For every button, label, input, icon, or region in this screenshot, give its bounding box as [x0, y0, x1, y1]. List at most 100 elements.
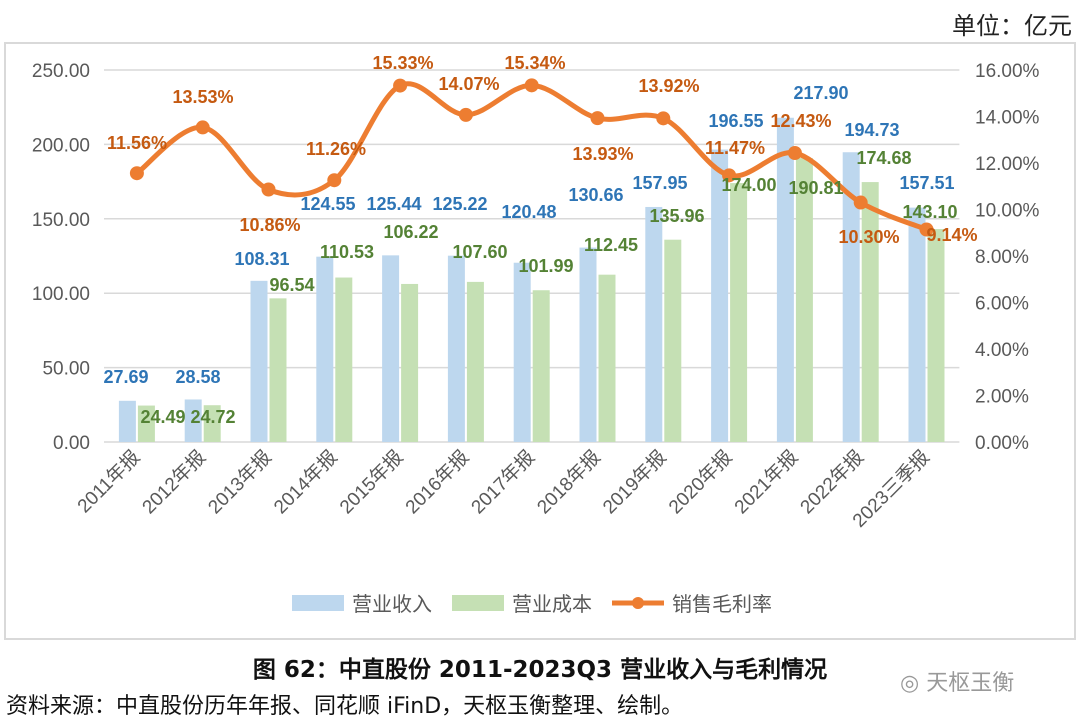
- revenue-data-label: 108.31: [234, 249, 289, 269]
- cost-data-label: 107.60: [452, 242, 507, 262]
- category-label: 2018年报: [533, 446, 605, 518]
- legend-swatch-cost: [452, 595, 504, 611]
- bar-cost: [401, 283, 419, 442]
- revenue-data-label: 130.66: [568, 185, 623, 205]
- bar-cost: [335, 277, 353, 442]
- revenue-data-label: 120.48: [501, 202, 556, 222]
- right-axis-tick: 16.00%: [975, 61, 1040, 82]
- right-axis-tick: 2.00%: [975, 387, 1029, 408]
- bar-cost: [532, 290, 550, 442]
- margin-point: [524, 78, 539, 93]
- cost-data-label: 143.10: [902, 202, 957, 222]
- margin-point: [327, 173, 342, 188]
- category-label: 2015年报: [335, 446, 407, 518]
- revenue-data-label: 194.73: [844, 120, 899, 140]
- margin-data-label: 13.53%: [172, 87, 233, 107]
- bar-revenue: [447, 255, 465, 442]
- bar-cost: [269, 298, 287, 442]
- margin-point: [919, 222, 934, 237]
- watermark-text: 天枢玉衡: [926, 671, 1015, 696]
- bar-cost: [861, 182, 879, 442]
- category-label: 2017年报: [467, 446, 539, 518]
- margin-point: [656, 111, 671, 126]
- revenue-data-label: 28.58: [175, 367, 220, 387]
- legend-marker-margin: [632, 597, 644, 609]
- margin-point: [129, 166, 144, 181]
- source-note: 资料来源：中直股份历年年报、同花顺 iFinD，天枢玉衡整理、绘制。: [6, 694, 684, 719]
- cost-data-label: 174.68: [856, 148, 911, 168]
- cost-data-label: 106.22: [383, 222, 438, 242]
- revenue-data-label: 157.51: [899, 173, 954, 193]
- bar-cost: [730, 183, 748, 442]
- revenue-data-label: 125.22: [432, 194, 487, 214]
- margin-data-label: 15.34%: [504, 53, 565, 73]
- right-axis-tick: 0.00%: [975, 433, 1029, 454]
- margin-data-label: 11.56%: [107, 133, 167, 153]
- left-axis-tick: 150.00: [32, 210, 90, 231]
- left-axis-tick: 50.00: [42, 359, 90, 380]
- margin-data-label: 11.26%: [306, 139, 366, 159]
- margin-point: [195, 120, 210, 135]
- unit-label: 单位：亿元: [952, 12, 1072, 40]
- category-label: 2019年报: [599, 446, 671, 518]
- category-label: 2011年报: [73, 446, 144, 517]
- bar-cost: [927, 229, 945, 442]
- margin-data-label: 15.33%: [372, 53, 433, 73]
- margin-point: [590, 111, 605, 126]
- bar-cost: [795, 158, 813, 443]
- bar-cost: [137, 405, 155, 442]
- bar-revenue: [842, 152, 860, 442]
- bar-revenue: [316, 256, 334, 442]
- revenue-data-label: 124.55: [300, 194, 355, 214]
- bar-revenue: [908, 207, 926, 442]
- cost-data-label: 24.72: [190, 407, 235, 427]
- category-label: 2021年报: [730, 446, 802, 518]
- chart: 0.00 50.00 100.00 150.00 200.00 250.00 0.00% 2.…: [32, 53, 1040, 616]
- bar-revenue: [513, 262, 531, 442]
- margin-point: [853, 195, 868, 210]
- category-label: 2016年报: [401, 446, 473, 518]
- cost-data-label: 101.99: [518, 256, 573, 276]
- revenue-data-label: 27.69: [103, 367, 148, 387]
- chart-frame: [4, 42, 1076, 640]
- legend-label-cost: 营业成本: [512, 593, 592, 616]
- category-label: 2014年报: [270, 446, 342, 518]
- bar-revenue: [579, 247, 597, 442]
- watermark: ◎ 天枢玉衡: [900, 671, 1015, 696]
- margin-point: [458, 107, 473, 122]
- left-axis-tick: 250.00: [32, 61, 90, 82]
- revenue-data-label: 196.55: [708, 111, 763, 131]
- left-axis-tick: 100.00: [32, 284, 90, 305]
- legend-label-margin: 销售毛利率: [672, 593, 772, 616]
- margin-data-label: 10.86%: [239, 215, 300, 235]
- cost-data-label: 190.81: [788, 178, 843, 198]
- figure-caption: 图 62：中直股份 2011-2023Q3 营业收入与毛利情况: [252, 657, 828, 683]
- bar-cost: [203, 405, 221, 442]
- bar-revenue: [776, 117, 794, 442]
- bar-revenue: [645, 206, 663, 442]
- cost-data-label: 96.54: [269, 275, 314, 295]
- right-axis-tick: 4.00%: [975, 340, 1029, 361]
- cost-data-label: 24.49: [140, 407, 185, 427]
- right-axis-tick: 14.00%: [975, 108, 1040, 129]
- margin-point: [261, 182, 276, 197]
- cost-data-label: 135.96: [649, 206, 704, 226]
- category-label: 2020年报: [664, 446, 736, 518]
- margin-point: [393, 78, 408, 93]
- legend-label-revenue: 营业收入: [352, 593, 432, 616]
- margin-data-label: 11.47%: [705, 138, 765, 158]
- margin-point: [787, 146, 802, 161]
- category-label: 2013年报: [204, 446, 276, 518]
- revenue-data-label: 157.95: [632, 173, 687, 193]
- bar-cost: [664, 239, 682, 442]
- margin-data-label: 14.07%: [438, 74, 499, 94]
- bar-cost: [466, 281, 484, 442]
- right-axis-tick: 12.00%: [975, 154, 1040, 175]
- margin-data-label: 10.30%: [838, 227, 899, 247]
- bar-revenue: [711, 149, 729, 442]
- right-axis-tick: 6.00%: [975, 294, 1029, 315]
- cost-data-label: 112.45: [584, 235, 638, 255]
- margin-point: [722, 168, 737, 183]
- bar-cost: [598, 274, 616, 442]
- margin-data-label: 9.14%: [926, 225, 977, 245]
